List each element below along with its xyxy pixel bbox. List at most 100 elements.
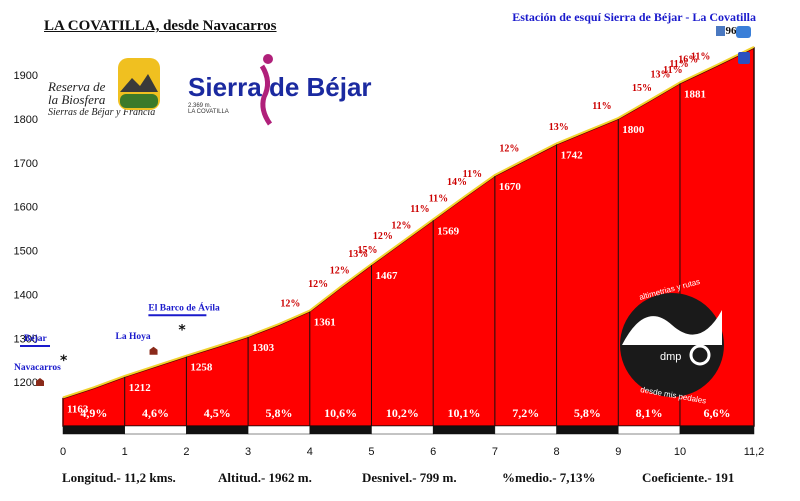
grade-marker-label: 15%	[632, 83, 652, 94]
km-altitude-label: 1212	[129, 382, 152, 394]
segment-grade-label: 5,8%	[265, 406, 292, 420]
x-tick-label: 4	[307, 446, 313, 458]
junction-star-icon: *	[178, 322, 186, 338]
x-tick-label: 0	[60, 446, 66, 458]
chart-title: LA COVATILLA, desde Navacarros	[44, 18, 277, 34]
grade-marker-label: 12%	[280, 298, 300, 309]
distance-strip-cell	[309, 425, 372, 435]
x-tick-label: 10	[674, 446, 686, 458]
place-label: Béjar	[24, 334, 47, 344]
skier-icon	[259, 54, 273, 126]
km-lines	[124, 47, 755, 426]
distance-strip	[62, 425, 755, 435]
distance-strip-cell	[679, 425, 755, 435]
summary-coeficiente: Coeficiente.- 191	[642, 470, 735, 485]
km-altitude-label: 1742	[561, 149, 584, 161]
sierra-bejar-logo: Sierra de Béjar 2.369 m. LA COVATILLA	[188, 72, 372, 115]
grade-marker-label: 16%	[678, 55, 698, 66]
km-altitude-label: 1303	[252, 342, 275, 354]
place-label: Navacarros	[14, 363, 61, 373]
segment-grade-label: 10,2%	[386, 406, 419, 420]
y-tick-label: 1600	[14, 202, 38, 214]
segment-grade-label: 5,8%	[574, 406, 601, 420]
x-tick-label: 7	[492, 446, 498, 458]
distance-strip-cell	[494, 425, 557, 435]
y-axis: 1200 1300 1400 1500 1600 1700 1800 1900	[14, 70, 38, 389]
grade-marker-label: 15%	[357, 245, 377, 256]
reserva-line2: la Biosfera	[48, 92, 106, 107]
segment-grade-label: 8,1%	[636, 406, 663, 420]
x-axis: 0 1 2 3 4 5 6 7 8 9 10 11,2	[60, 446, 764, 458]
ski-lift-icon	[736, 26, 751, 38]
y-tick-label: 1500	[14, 246, 38, 258]
distance-strip-cell	[371, 425, 434, 435]
segment-grade-label: 4,9%	[80, 406, 107, 420]
village-icon	[149, 346, 158, 355]
km-altitude-label: 1467	[375, 270, 398, 282]
segment-grade-label: 6,6%	[703, 406, 730, 420]
summit-sign-icon	[716, 26, 725, 36]
grade-marker-label: 11%	[429, 194, 448, 205]
km-altitude-label: 1258	[190, 362, 213, 374]
x-tick-label: 3	[245, 446, 251, 458]
grade-marker-label: 13%	[549, 122, 569, 133]
y-tick-label: 1200	[14, 377, 38, 389]
distance-strip-cell	[432, 425, 496, 435]
distance-strip-cell	[186, 425, 249, 435]
y-tick-label: 1400	[14, 289, 38, 301]
place-labels: Navacarros Béjar * La Hoya El Barco de Ávila…	[14, 26, 751, 386]
distance-strip-cell	[556, 425, 619, 435]
km-altitude-label: 1361	[314, 317, 336, 329]
village-icon	[36, 378, 44, 386]
road-line	[62, 46, 755, 399]
grade-markers: 12%12%12%13%15%12%12%11%11%14%11%12%13%1…	[280, 52, 710, 310]
summary-altitud: Altitud.- 1962 m.	[218, 470, 312, 485]
segment-grade-label: 4,6%	[142, 406, 169, 420]
profile-layer	[62, 46, 755, 427]
parking-icon	[738, 52, 750, 64]
x-tick-label: 9	[615, 446, 621, 458]
grade-marker-label: 11%	[463, 169, 482, 180]
grade-marker-label: 12%	[499, 144, 519, 155]
place-label: El Barco de Ávila	[148, 301, 220, 313]
distance-strip-cell	[124, 425, 187, 435]
reserva-mountain-icon	[118, 58, 160, 110]
grade-marker-label: 12%	[373, 231, 393, 242]
chart-subtitle: Estación de esquí Sierra de Béjar - La C…	[512, 10, 756, 24]
x-tick-label: 8	[554, 446, 560, 458]
reserva-line1: Reserva de	[48, 79, 106, 94]
km-altitude-label: 1670	[499, 181, 522, 193]
place-label: La Hoya	[116, 332, 151, 342]
sierra-place: LA COVATILLA	[188, 109, 229, 115]
grade-marker-label: 12%	[330, 266, 350, 277]
x-tick-label: 1	[122, 446, 128, 458]
grade-marker-label: 11%	[669, 59, 688, 70]
segment-grade-label: 4,5%	[204, 406, 231, 420]
reserva-biosfera-logo: Reserva de la Biosfera Sierras de Béjar …	[48, 80, 155, 120]
altitude-labels: 1163 1212 1258 1303 1361 1467 1569 1670 1742 1800…	[67, 25, 743, 415]
km-altitude-label: 1800	[622, 124, 645, 136]
segment-grades: 4,9% 4,6% 4,5% 5,8% 10,6% 10,2% 10,1% 7,2% 5,8% 8…	[80, 406, 730, 420]
watermark-triskel-icon	[689, 344, 711, 366]
distance-strip-cell	[62, 425, 125, 435]
grade-marker-label: 13%	[651, 69, 671, 80]
grade-marker-label: 11%	[691, 52, 710, 63]
segment-grade-label: 10,6%	[324, 406, 357, 420]
segment-grade-label: 7,2%	[512, 406, 539, 420]
x-tick-label: 5	[368, 446, 374, 458]
summary-desnivel: Desnivel.- 799 m.	[362, 470, 457, 485]
grade-marker-label: 11%	[663, 65, 682, 76]
grade-marker-label: 11%	[592, 101, 611, 112]
km-altitude-label: 1881	[684, 88, 706, 100]
summary-longitud: Longitud.- 11,2 kms.	[62, 470, 176, 485]
y-tick-label: 1800	[14, 114, 38, 126]
y-tick-label: 1900	[14, 70, 38, 82]
km-altitude-label: 1163	[67, 403, 89, 415]
distance-strip-cell	[247, 425, 311, 435]
watermark-mountain-icon	[622, 310, 722, 345]
km-altitude-label: 1569	[437, 225, 460, 237]
junction-star-icon: *	[60, 353, 68, 369]
grade-marker-label: 11%	[410, 204, 429, 215]
sierra-altitude: 2.369 m.	[188, 103, 212, 109]
